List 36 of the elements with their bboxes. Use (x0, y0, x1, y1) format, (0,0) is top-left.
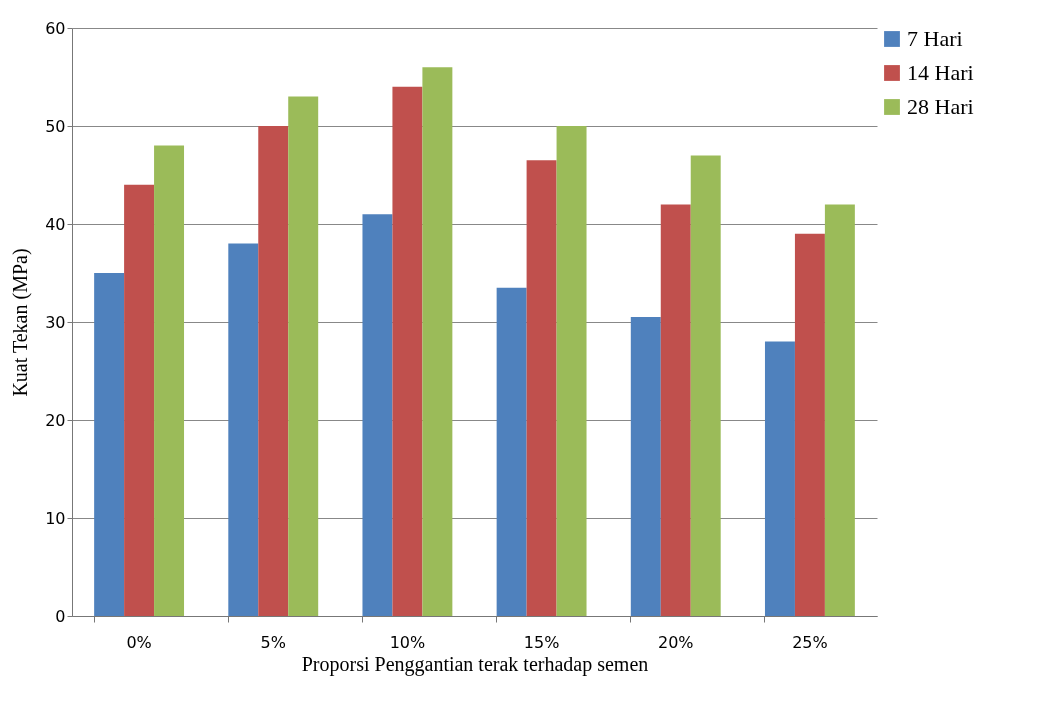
bar (362, 214, 393, 616)
x-tick-label: 0% (126, 632, 152, 652)
bar (228, 243, 259, 616)
bar (824, 204, 855, 616)
y-tick-label: 60 (45, 18, 66, 38)
y-tick-label: 40 (45, 214, 66, 234)
bar (94, 273, 125, 616)
y-axis-title: Kuat Tekan (MPa) (9, 248, 33, 397)
bar (630, 317, 661, 616)
x-axis-title: Proporsi Penggantian terak terhadap semen (301, 652, 649, 676)
bar (392, 86, 423, 616)
bar (288, 96, 319, 616)
bar (690, 155, 721, 616)
bar (794, 233, 825, 616)
bar (660, 204, 691, 616)
legend-label: 28 Hari (907, 94, 974, 119)
bar (258, 126, 289, 616)
bar (764, 341, 795, 616)
bar (422, 67, 453, 616)
x-tick-label: 10% (389, 632, 426, 652)
y-tick-label: 50 (45, 116, 66, 136)
y-tick-label: 20 (45, 410, 66, 430)
x-tick-label: 25% (792, 632, 828, 652)
x-tick-label: 20% (657, 632, 694, 652)
bar (496, 287, 527, 616)
y-tick-label: 30 (45, 312, 66, 332)
x-tick-label: 15% (523, 632, 560, 652)
y-tick-label: 10 (45, 508, 66, 528)
legend-label: 14 Hari (907, 60, 974, 85)
bar (124, 184, 155, 616)
bar (154, 145, 185, 616)
bar (556, 126, 587, 616)
y-tick-label: 0 (55, 606, 66, 626)
legend-label: 7 Hari (907, 26, 963, 51)
x-tick-label: 5% (260, 632, 286, 652)
bar (526, 160, 557, 616)
